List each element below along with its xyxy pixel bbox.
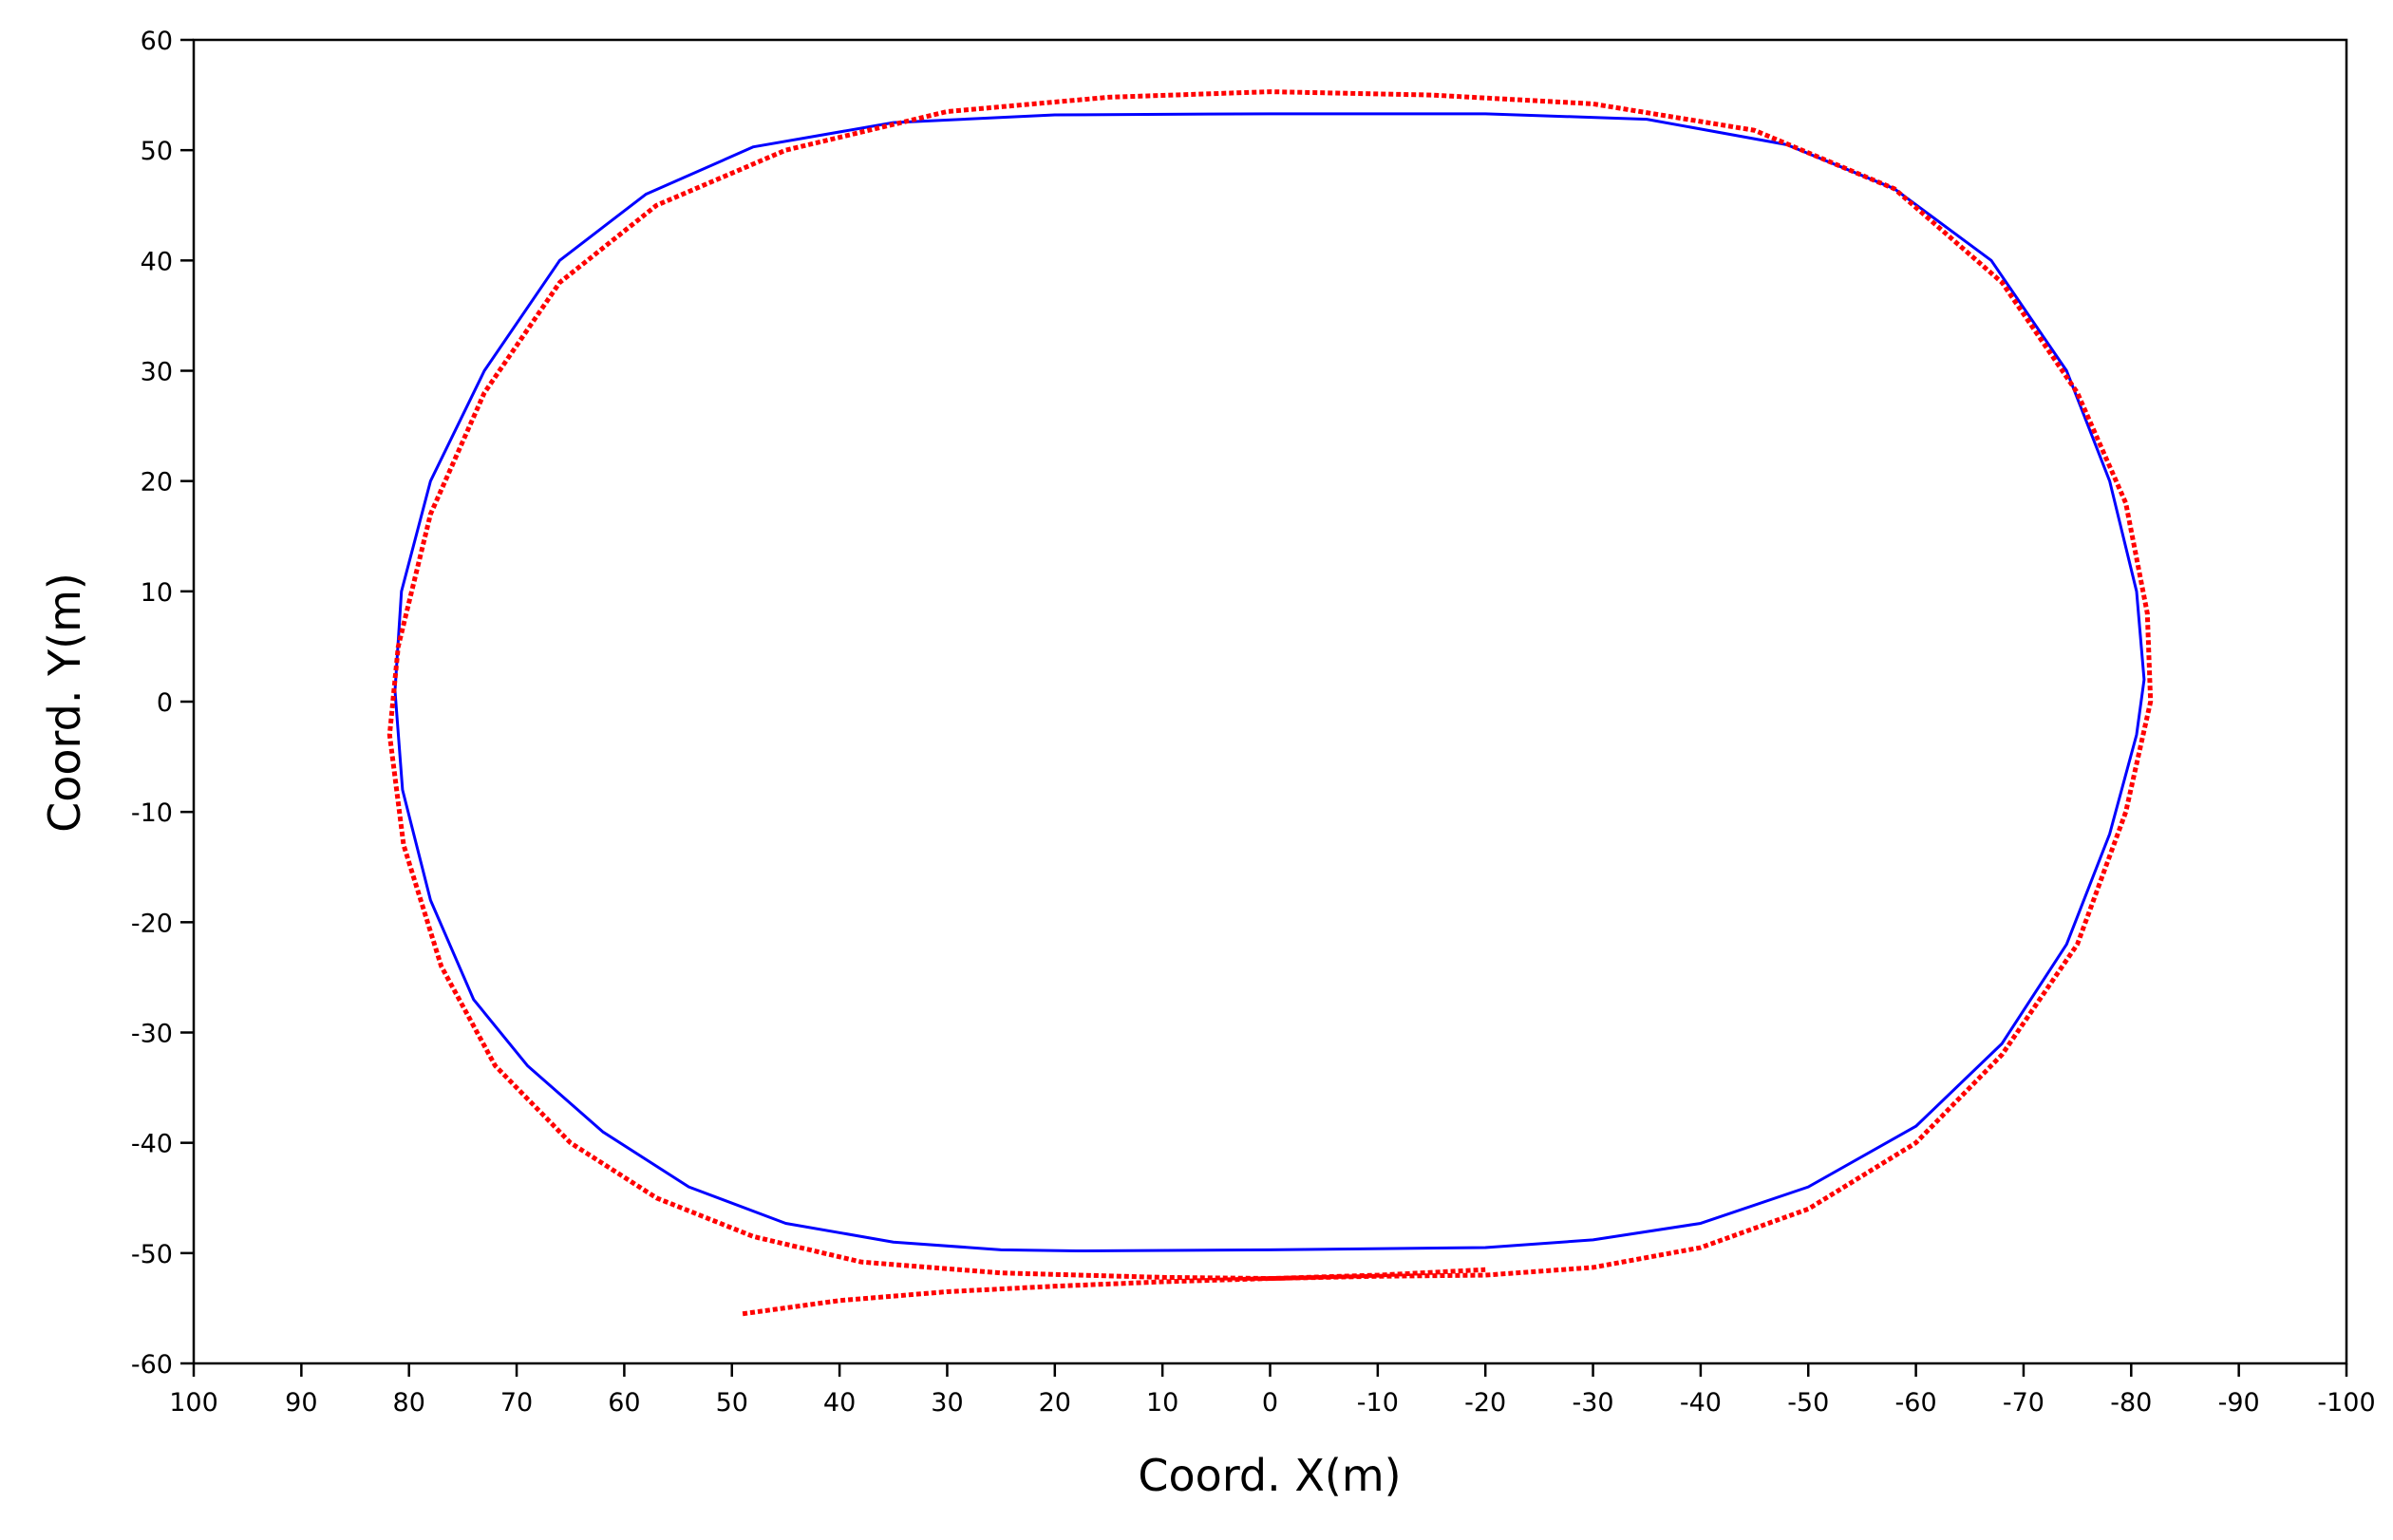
y-tick-label: -10 [131,798,173,828]
x-tick-label: 70 [500,1388,533,1418]
x-tick-label: -50 [1787,1388,1829,1418]
plot-frame [192,38,2348,1365]
x-tick-label: -30 [1572,1388,1613,1418]
y-tick-label: 20 [141,468,173,498]
y-tick-label: 60 [141,27,173,56]
x-tick-label: 50 [716,1388,748,1418]
x-tick-label: 100 [169,1388,218,1418]
y-tick-label: 10 [141,578,173,608]
y-tick-label: -60 [131,1350,173,1380]
x-tick-label: -10 [1357,1388,1399,1418]
y-axis-label: Coord. Y(m) [39,573,90,833]
y-tick-label: 40 [141,247,173,276]
x-tick-label: -40 [1680,1388,1722,1418]
x-tick-label: -80 [2110,1388,2152,1418]
x-tick-label: -60 [1895,1388,1937,1418]
y-tick-label: -20 [131,909,173,938]
x-tick-label: 30 [931,1388,963,1418]
x-tick-label: -20 [1464,1388,1506,1418]
x-tick-label: 80 [393,1388,425,1418]
x-tick-label: 90 [285,1388,317,1418]
y-tick-label: -50 [131,1240,173,1269]
x-tick-label: 0 [1262,1388,1278,1418]
y-tick-label: -30 [131,1020,173,1049]
y-tick-label: -40 [131,1130,173,1159]
x-tick-label: 20 [1039,1388,1071,1418]
x-tick-label: 10 [1146,1388,1178,1418]
x-axis-label: Coord. X(m) [1138,1450,1401,1501]
x-tick-label: -100 [2317,1388,2375,1418]
series-line [393,112,2146,1253]
y-tick-label: 0 [157,688,173,718]
x-tick-label: -90 [2218,1388,2260,1418]
y-tick-label: 30 [141,358,173,387]
x-tick-label: -70 [2003,1388,2044,1418]
x-tick-label: 60 [608,1388,640,1418]
series-line [386,89,2154,1317]
x-tick-label: 40 [823,1388,856,1418]
y-tick-label: 50 [141,137,173,166]
